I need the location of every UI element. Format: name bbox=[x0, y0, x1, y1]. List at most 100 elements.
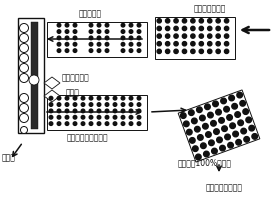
Circle shape bbox=[243, 109, 248, 114]
Circle shape bbox=[121, 30, 125, 33]
Circle shape bbox=[233, 131, 238, 137]
Circle shape bbox=[73, 96, 77, 100]
Circle shape bbox=[73, 49, 77, 52]
Circle shape bbox=[195, 154, 201, 160]
Circle shape bbox=[217, 137, 222, 143]
Circle shape bbox=[186, 129, 192, 135]
Circle shape bbox=[49, 96, 53, 100]
Circle shape bbox=[207, 34, 212, 38]
Circle shape bbox=[165, 26, 170, 31]
Circle shape bbox=[197, 107, 202, 113]
Polygon shape bbox=[44, 90, 60, 102]
Circle shape bbox=[81, 103, 85, 106]
Circle shape bbox=[228, 142, 233, 148]
Circle shape bbox=[121, 42, 125, 46]
Circle shape bbox=[193, 146, 198, 151]
Circle shape bbox=[129, 42, 133, 46]
Circle shape bbox=[191, 19, 195, 23]
Circle shape bbox=[137, 30, 141, 33]
Circle shape bbox=[129, 115, 133, 119]
Circle shape bbox=[129, 96, 133, 100]
Circle shape bbox=[20, 127, 27, 134]
Circle shape bbox=[65, 42, 69, 46]
Circle shape bbox=[249, 125, 255, 131]
Circle shape bbox=[65, 96, 69, 100]
Circle shape bbox=[105, 23, 109, 27]
Circle shape bbox=[225, 26, 229, 31]
Circle shape bbox=[220, 145, 225, 151]
Circle shape bbox=[199, 34, 204, 38]
Circle shape bbox=[89, 115, 93, 119]
Circle shape bbox=[49, 109, 53, 113]
Circle shape bbox=[165, 34, 170, 38]
Circle shape bbox=[97, 103, 101, 106]
Circle shape bbox=[182, 42, 186, 46]
Bar bbox=[155, 17, 235, 59]
Circle shape bbox=[216, 42, 220, 46]
Circle shape bbox=[206, 132, 211, 137]
Circle shape bbox=[212, 148, 217, 154]
Circle shape bbox=[200, 115, 205, 121]
Circle shape bbox=[221, 98, 226, 104]
Circle shape bbox=[129, 30, 133, 33]
Circle shape bbox=[129, 49, 133, 52]
Circle shape bbox=[137, 109, 141, 113]
Bar bbox=[47, 95, 147, 130]
Circle shape bbox=[105, 36, 109, 40]
Circle shape bbox=[129, 109, 133, 113]
Circle shape bbox=[73, 115, 77, 119]
Circle shape bbox=[89, 42, 93, 46]
Circle shape bbox=[105, 103, 109, 106]
Circle shape bbox=[20, 23, 29, 32]
Circle shape bbox=[73, 23, 77, 27]
Circle shape bbox=[200, 143, 206, 149]
Text: 全面抜取り: 全面抜取り bbox=[78, 9, 102, 18]
Circle shape bbox=[49, 122, 53, 125]
Circle shape bbox=[191, 42, 195, 46]
Circle shape bbox=[183, 121, 189, 127]
Text: 欠株なし100%正常苗: 欠株なし100%正常苗 bbox=[178, 158, 232, 167]
Circle shape bbox=[57, 30, 61, 33]
Circle shape bbox=[237, 92, 242, 98]
Circle shape bbox=[182, 26, 186, 31]
Circle shape bbox=[137, 49, 141, 52]
Circle shape bbox=[121, 36, 125, 40]
Circle shape bbox=[129, 103, 133, 106]
Circle shape bbox=[57, 36, 61, 40]
Circle shape bbox=[97, 23, 101, 27]
Circle shape bbox=[174, 19, 178, 23]
Circle shape bbox=[230, 123, 235, 129]
Circle shape bbox=[105, 42, 109, 46]
Circle shape bbox=[244, 137, 249, 142]
Circle shape bbox=[216, 19, 220, 23]
Circle shape bbox=[216, 49, 220, 54]
Circle shape bbox=[129, 36, 133, 40]
Circle shape bbox=[29, 75, 39, 85]
Circle shape bbox=[207, 26, 212, 31]
Circle shape bbox=[57, 109, 61, 113]
Circle shape bbox=[225, 42, 229, 46]
Text: 不良苗: 不良苗 bbox=[2, 153, 16, 162]
Polygon shape bbox=[44, 77, 60, 89]
Circle shape bbox=[97, 96, 101, 100]
Bar bbox=[178, 90, 260, 162]
Circle shape bbox=[207, 19, 212, 23]
Circle shape bbox=[191, 49, 195, 54]
Circle shape bbox=[190, 138, 195, 143]
Circle shape bbox=[73, 103, 77, 106]
Circle shape bbox=[105, 30, 109, 33]
Circle shape bbox=[199, 49, 204, 54]
Circle shape bbox=[121, 49, 125, 52]
Circle shape bbox=[89, 109, 93, 113]
Circle shape bbox=[57, 103, 61, 106]
Circle shape bbox=[20, 44, 29, 52]
Circle shape bbox=[81, 109, 85, 113]
Circle shape bbox=[240, 101, 246, 106]
Circle shape bbox=[222, 126, 227, 131]
Circle shape bbox=[214, 129, 219, 134]
Circle shape bbox=[81, 122, 85, 125]
Circle shape bbox=[97, 42, 101, 46]
Circle shape bbox=[121, 122, 125, 125]
Circle shape bbox=[203, 123, 208, 129]
Circle shape bbox=[65, 23, 69, 27]
